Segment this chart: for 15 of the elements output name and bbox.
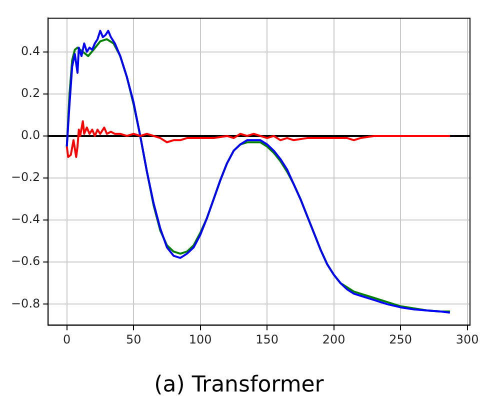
- x-tick-label: 300: [456, 332, 479, 347]
- y-tick-label: −0.4: [11, 212, 40, 226]
- x-tick-label: 100: [188, 332, 212, 347]
- x-tick-label: 200: [322, 332, 346, 347]
- y-tick-label: 0.4: [21, 44, 40, 58]
- y-tick-label: −0.8: [11, 296, 40, 310]
- y-tick-label: 0.2: [21, 86, 40, 100]
- x-tick-label: 250: [389, 332, 412, 347]
- y-tick-label: −0.6: [11, 254, 40, 268]
- x-tick-label: 50: [126, 332, 142, 347]
- x-tick-label: 0: [63, 332, 71, 347]
- y-tick-label: 0.0: [21, 128, 40, 142]
- x-tick-label: 150: [256, 332, 279, 347]
- y-tick-label: −0.2: [11, 170, 40, 184]
- text: (a) Transformer: [154, 372, 325, 398]
